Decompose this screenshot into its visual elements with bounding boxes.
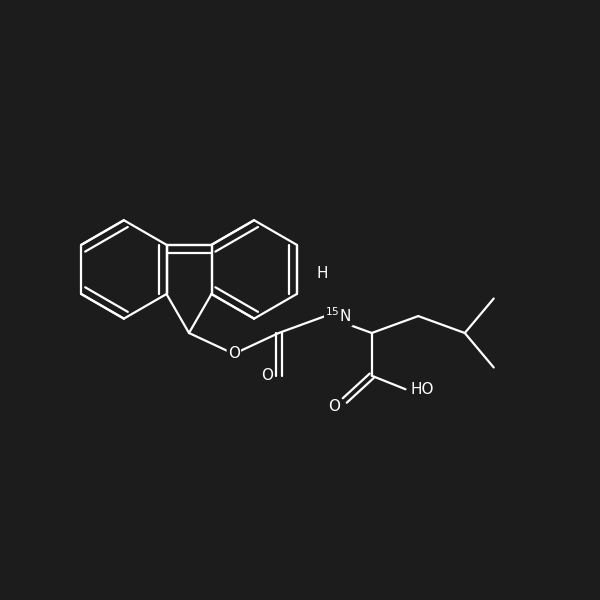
Text: $^{15}$N: $^{15}$N <box>325 307 352 325</box>
Text: O: O <box>228 346 240 361</box>
Text: H: H <box>316 266 328 281</box>
Text: O: O <box>328 399 340 414</box>
Text: O: O <box>261 368 273 383</box>
Text: HO: HO <box>410 382 434 397</box>
